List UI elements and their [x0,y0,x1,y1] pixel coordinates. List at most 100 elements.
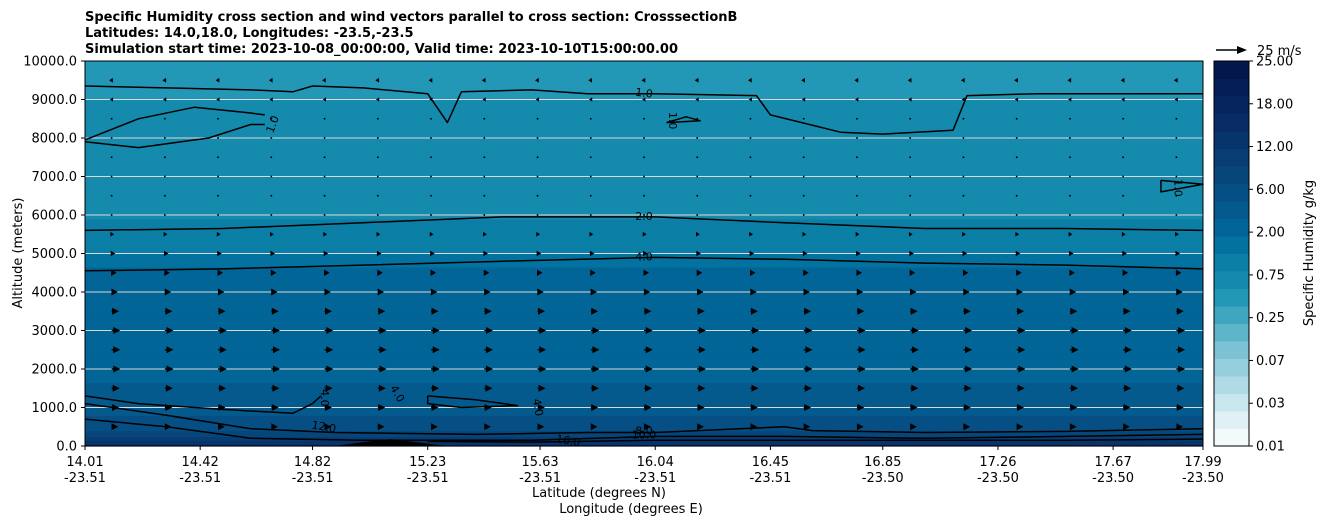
humidity-band [85,118,1203,122]
wind-vector-head [324,269,330,276]
humidity-band [85,64,1203,68]
wind-vector [323,194,326,197]
wind-vector-head [802,231,807,237]
wind-vector [536,117,539,120]
wind-vector-head [539,346,547,354]
wind-vector-head [962,231,966,237]
wind-vector-head [641,77,646,83]
wind-vector-head [1178,327,1186,334]
wind-vector-head [113,346,121,354]
wind-vector-head [907,77,912,83]
y-tick-label: 10000.0 [23,55,77,70]
colorbar-segment [1214,376,1249,394]
colorbar-segment [1214,61,1249,79]
wind-vector [1175,117,1178,120]
wind-vector [696,175,699,178]
wind-vector [217,156,219,159]
wind-vector-head [535,77,539,83]
wind-vector [802,137,805,139]
wind-vector [1122,175,1124,178]
wind-vector-head [430,288,438,296]
wind-vector [909,156,911,159]
wind-vector-head [803,288,810,296]
wind-vectors [109,77,1186,431]
wind-vector-head [908,97,912,102]
humidity-band [85,145,1203,149]
wind-vector-head [1018,365,1026,373]
wind-vector [1175,194,1178,197]
humidity-band [85,370,1203,374]
wind-vector-head [378,307,386,315]
wind-vector-head [111,269,117,276]
wind-vector-head [1175,231,1179,237]
wind-vector [643,194,645,197]
wind-vector-head [1017,384,1025,392]
x-tick-label-lat: 17.99 [1184,455,1221,470]
humidity-band [85,395,1203,399]
wind-vector [643,117,645,120]
wind-vector-head [750,404,758,411]
humidity-band [85,286,1203,289]
wind-vector-head [162,77,167,83]
wind-vector [270,214,273,216]
x-axis-label-latitude: Latitude (degrees N) [532,486,666,501]
x-tick-label-lat: 14.42 [182,455,219,470]
wind-vector [430,137,432,139]
wind-vector-head [643,423,651,431]
wind-vector-head [805,327,813,334]
wind-vector-head [1121,231,1126,237]
wind-vector-head [164,269,170,276]
contour-labels: 1.01.0 1.01.02.04.04.0 4.04.08.010.012.016… [264,86,1185,450]
humidity-band [85,266,1203,270]
colorbar-tick-label: 0.07 [1256,354,1285,369]
humidity-band [85,247,1203,251]
wind-vector-head [751,384,759,392]
wind-vector-head [645,365,653,373]
wind-vector-head [752,327,760,334]
humidity-band [85,134,1203,137]
wind-vector-head [325,404,333,411]
wind-vector [430,156,432,159]
wind-vector-head [322,77,326,83]
wind-vector-head [431,404,439,411]
contour-label: 10.0 [632,429,657,442]
humidity-band [85,332,1203,335]
wind-vector-head [1177,384,1185,392]
wind-vector-head [378,384,386,392]
wind-vector-head [269,97,273,102]
colorbar-segment [1214,271,1249,289]
humidity-band [85,130,1203,133]
humidity-band [85,191,1203,195]
wind-vector-head [804,404,812,411]
humidity-band [85,374,1203,378]
wind-vector [1069,117,1071,120]
wind-vector-head [1014,77,1018,83]
colorbar-segment [1214,96,1249,114]
contour-line [84,123,265,149]
humidity-band [85,303,1203,307]
humidity-band [85,211,1203,214]
wind-vector-head [1123,423,1130,431]
wind-vector-head [1174,97,1178,102]
humidity-band [85,376,1203,380]
humidity-band [85,238,1203,241]
humidity-band [85,299,1203,303]
wind-vector-head [697,404,705,411]
wind-vector-head [539,327,547,334]
humidity-band [85,330,1203,334]
humidity-band [85,126,1203,129]
wind-vector [696,117,699,120]
wind-vector-head [696,250,701,257]
wind-vector-head [219,346,227,354]
humidity-band [85,124,1203,128]
humidity-band [85,357,1203,360]
wind-vector [1015,117,1018,120]
humidity-band [85,326,1203,330]
wind-vector-head [1120,77,1125,83]
colorbar-segment [1214,218,1249,237]
wind-vector-head [113,365,121,373]
humidity-band [85,369,1203,372]
humidity-band [85,132,1203,135]
contour-line [84,216,1204,232]
wind-vector [1069,175,1071,178]
